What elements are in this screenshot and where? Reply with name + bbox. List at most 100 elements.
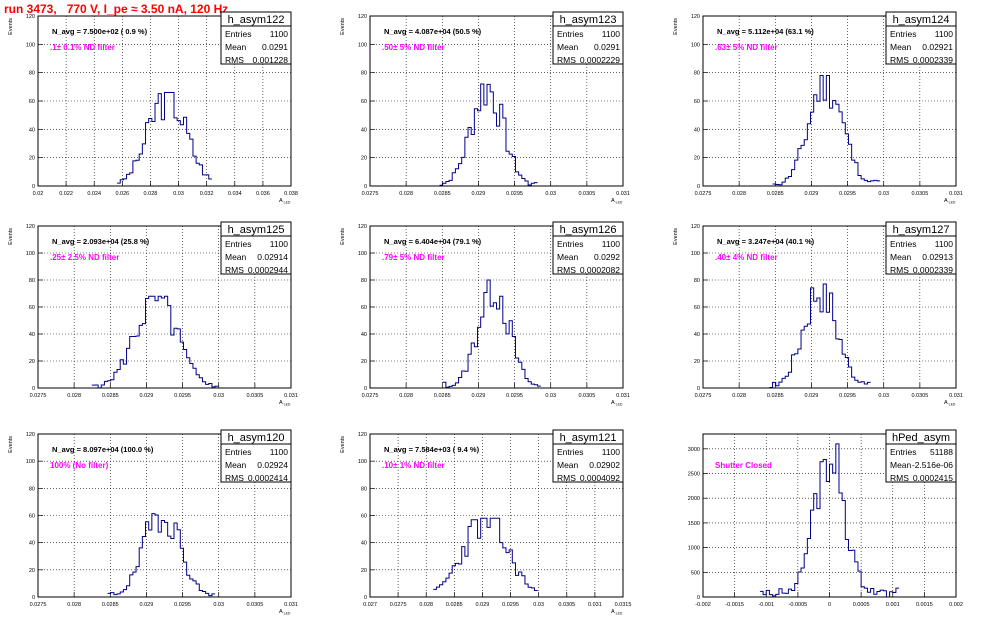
filter-note: .79± 5% ND filter	[382, 253, 445, 262]
y-tick-label: 60	[29, 305, 35, 311]
histogram-bar	[459, 564, 462, 597]
x-tick-label: 0.029	[476, 602, 490, 608]
histogram-bar	[130, 173, 133, 186]
histogram-bar	[152, 122, 155, 186]
plot-frame	[702, 15, 957, 187]
x-tick-label: 0.0295	[502, 602, 519, 608]
histogram-bar	[833, 473, 836, 597]
y-tick-label: 80	[29, 486, 35, 492]
histogram-bar	[867, 182, 870, 186]
x-axis-label: A LED	[279, 198, 291, 205]
stats-label: RMS	[225, 473, 244, 483]
panel-h_asym125: 0 20 40 60 80 100 120 0.0275 0.028 0.0285 0.029 0.0…	[8, 221, 298, 407]
y-axis-label: Events	[340, 228, 346, 245]
y-axis-label: Events	[673, 228, 679, 245]
histogram-bar	[804, 326, 807, 388]
histogram-bar	[848, 551, 851, 597]
x-tick-label: 0.0295	[839, 191, 856, 197]
histogram-bar	[814, 301, 817, 388]
stats-value: 1100	[602, 239, 621, 249]
histogram-bar	[196, 163, 199, 186]
histogram-bar	[149, 296, 152, 388]
stats-label: Entries	[890, 29, 916, 39]
histogram-name: h_asym122	[228, 14, 285, 26]
y-tick-label: 20	[29, 359, 35, 365]
histogram-bar	[168, 93, 171, 187]
x-tick-label: 0.0305	[911, 393, 928, 399]
histogram-bar	[867, 592, 870, 597]
x-tick-label: 0.029	[805, 393, 819, 399]
histogram-bar	[830, 464, 833, 597]
plot-frame	[37, 15, 292, 187]
x-tick-label: 0.026	[115, 191, 129, 197]
y-tick-label: 60	[361, 305, 367, 311]
stats-label: Mean	[890, 42, 912, 52]
navg-label: N_avg = 5.112e+04 (63.1 %)	[717, 27, 814, 36]
x-tick-label: 0.031	[616, 191, 630, 197]
x-tick-label: 0.03	[213, 602, 224, 608]
histogram-bar	[161, 298, 164, 388]
x-tick-label: 0.0305	[578, 393, 595, 399]
stats-value: 0.02921	[922, 42, 953, 52]
y-tick-label: 2000	[688, 496, 700, 502]
stats-value: 0.001228	[253, 55, 289, 65]
navg-label: N_avg = 7.500e+02 ( 0.9 %)	[52, 27, 148, 36]
x-tick-label: 0.028	[144, 191, 158, 197]
y-axis-label: Events	[8, 436, 14, 453]
histogram-bar	[852, 160, 855, 186]
histogram-bar	[487, 527, 490, 597]
histogram-bar	[133, 337, 136, 388]
x-tick-label: 0.0285	[434, 393, 451, 399]
x-tick-label: 0.0295	[506, 393, 523, 399]
histogram-bar	[506, 151, 509, 186]
y-tick-label: 120	[691, 224, 700, 230]
histogram-name: h_asym120	[228, 432, 285, 444]
histogram-bar	[180, 125, 183, 186]
histogram-bar	[792, 590, 795, 597]
y-tick-label: 100	[358, 459, 367, 465]
x-tick-label: 0.031	[284, 393, 298, 399]
histogram-bar	[158, 296, 161, 388]
stats-box	[552, 11, 624, 65]
stats-value: 0.0002944	[248, 265, 288, 275]
y-tick-label: 80	[694, 278, 700, 284]
y-tick-label: 2500	[688, 472, 700, 478]
y-tick-label: 40	[29, 127, 35, 133]
plot-frame	[37, 225, 292, 389]
histogram-name: hPed_asym	[892, 432, 950, 444]
y-tick-label: 80	[29, 278, 35, 284]
panel-hPed_asym: 0 500 1000 1500 2000 2500 3000 -0.002 -0.0015 -0.…	[688, 429, 963, 608]
filter-note: .1± 0.1% ND filter	[50, 43, 115, 52]
histogram-bar	[823, 100, 826, 186]
y-tick-label: 0	[32, 386, 35, 392]
stats-value: 0.02924	[257, 460, 288, 470]
histogram-bar	[826, 482, 829, 597]
y-tick-label: 20	[694, 156, 700, 162]
histogram-bar	[471, 520, 474, 597]
histogram-bar	[490, 306, 493, 388]
x-tick-label: 0.0295	[839, 393, 856, 399]
plot-frame	[702, 225, 957, 389]
filter-note: .63± 5% ND filter	[715, 43, 778, 52]
x-tick-label: 0.0305	[911, 191, 928, 197]
panel-h_asym122: 0 20 40 60 80 100 120 0.02 0.022 0.024 0.026 0.028 0…	[8, 11, 298, 205]
histogram-name: h_asym123	[560, 14, 617, 26]
x-tick-label: 0.0305	[246, 602, 263, 608]
x-tick-label: 0.0285	[767, 191, 784, 197]
x-tick-label: 0.0295	[174, 393, 191, 399]
filter-note: .40± 4% ND filter	[715, 253, 778, 262]
y-tick-label: 0	[697, 595, 700, 601]
stats-box	[552, 221, 624, 275]
histogram-bar	[161, 120, 164, 186]
filter-note: .50± 5% ND filter	[382, 43, 445, 52]
histogram-outline	[107, 513, 216, 597]
stats-label: Mean	[557, 252, 579, 262]
histogram-bar	[877, 181, 880, 186]
y-tick-label: 0	[32, 184, 35, 190]
histogram-bar	[807, 324, 810, 388]
x-tick-label: -0.001	[758, 602, 774, 608]
x-tick-label: 0.03	[545, 393, 556, 399]
x-axis-label: A LED	[279, 609, 291, 616]
histogram-bar	[528, 587, 531, 597]
navg-label: N_avg = 2.093e+04 (25.8 %)	[52, 237, 150, 246]
